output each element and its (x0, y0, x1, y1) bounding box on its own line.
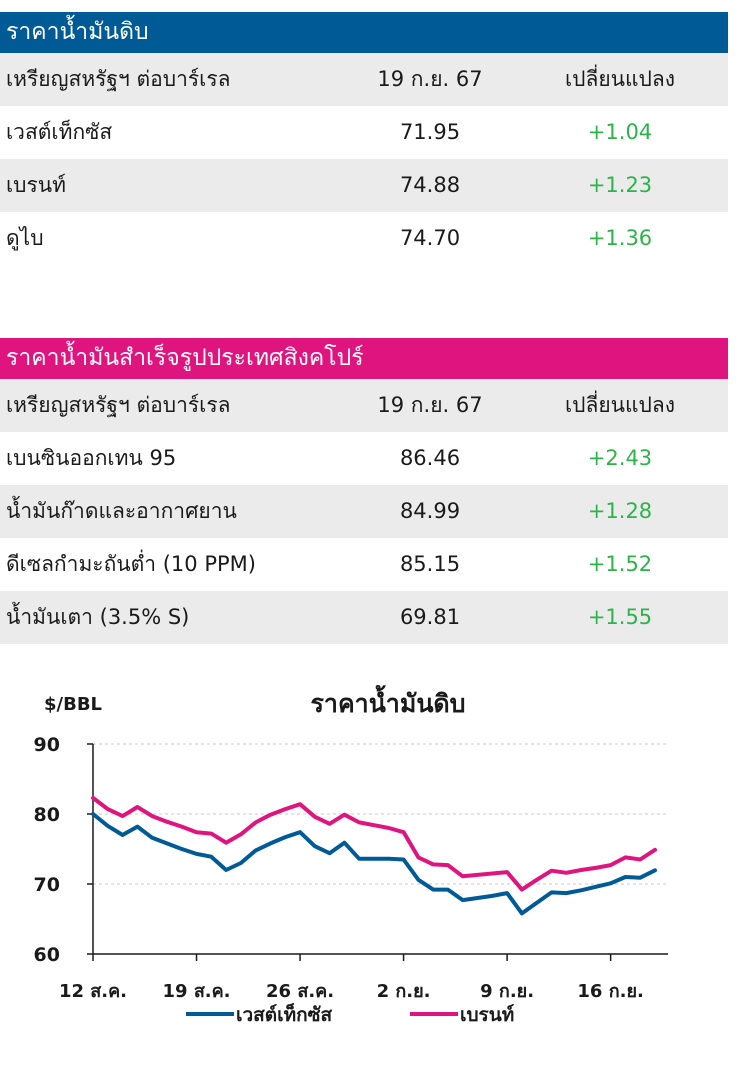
header-unit: เหรียญสหรัฐฯ ต่อบาร์เรล (6, 67, 231, 91)
y-tick-label: 60 (34, 944, 60, 966)
header-change: เปลี่ยนแปลง (564, 67, 676, 91)
y-tick-label: 70 (34, 874, 60, 896)
x-tick-label: 12 ส.ค. (59, 981, 127, 1002)
table-row: น้ำมันก๊าดและอากาศยาน 84.99 +1.28 (0, 485, 728, 538)
legend-label: เบรนท์ (460, 1004, 514, 1026)
header-date: 19 ก.ย. 67 (377, 67, 483, 91)
x-axis-ticks: 12 ส.ค. 19 ส.ค. 26 ส.ค. 2 ก.ย. 9 ก.ย. 16 ก.ย. (59, 954, 644, 1002)
axes (92, 744, 668, 955)
row-price: 86.46 (399, 446, 461, 470)
row-change: +1.04 (587, 120, 653, 144)
legend-label: เวสต์เท็กซัส (236, 1002, 333, 1026)
row-name: ดูไบ (6, 226, 44, 250)
row-change: +1.52 (587, 552, 653, 576)
row-name: เบนซินออกเทน 95 (6, 446, 177, 470)
x-tick-label: 9 ก.ย. (480, 981, 534, 1002)
header-change: เปลี่ยนแปลง (564, 393, 676, 417)
row-name: น้ำมันก๊าดและอากาศยาน (6, 499, 237, 523)
table-row: ดูไบ 74.70 +1.36 (0, 212, 728, 265)
row-change: +1.23 (587, 173, 653, 197)
row-change: +2.43 (587, 446, 653, 470)
row-price: 74.70 (399, 226, 461, 250)
refined-table-header: เหรียญสหรัฐฯ ต่อบาร์เรล 19 ก.ย. 67 เปลี่… (0, 379, 728, 432)
crude-table-header: เหรียญสหรัฐฯ ต่อบาร์เรล 19 ก.ย. 67 เปลี่… (0, 53, 728, 106)
grid-lines (93, 743, 668, 885)
y-axis-ticks: 60 70 80 90 (34, 734, 93, 966)
table-row: เบนซินออกเทน 95 86.46 +2.43 (0, 432, 728, 485)
legend: เวสต์เท็กซัส เบรนท์ (186, 1002, 514, 1026)
row-change: +1.36 (587, 226, 653, 250)
refined-table-title: ราคาน้ำมันสำเร็จรูปประเทศสิงคโปร์ (0, 338, 728, 379)
x-tick-label: 19 ส.ค. (163, 981, 231, 1002)
row-name: น้ำมันเตา (3.5% S) (6, 605, 190, 629)
row-price: 74.88 (399, 173, 461, 197)
singapore-refined-oil-table: ราคาน้ำมันสำเร็จรูปประเทศสิงคโปร์ เหรียญ… (0, 338, 728, 644)
x-tick-label: 26 ส.ค. (266, 981, 334, 1002)
table-row: เบรนท์ 74.88 +1.23 (0, 159, 728, 212)
y-tick-label: 80 (34, 804, 60, 826)
series-lines (91, 795, 657, 916)
y-tick-label: 90 (34, 734, 60, 756)
header-date: 19 ก.ย. 67 (377, 393, 483, 417)
chart-title: ราคาน้ำมันดิบ (310, 684, 465, 718)
row-price: 71.95 (399, 120, 461, 144)
row-price: 84.99 (399, 499, 461, 523)
crude-table-title: ราคาน้ำมันดิบ (0, 12, 728, 53)
row-name: เบรนท์ (6, 173, 66, 197)
crude-oil-price-chart: $/BBL ราคาน้ำมันดิบ 60 70 80 90 12 ส.ค. 19 ส… (34, 684, 668, 1026)
x-tick-label: 16 ก.ย. (577, 981, 643, 1002)
crude-oil-price-table: ราคาน้ำมันดิบ เหรียญสหรัฐฯ ต่อบาร์เรล 19… (0, 12, 728, 265)
row-name: ดีเซลกำมะถันต่ำ (10 PPM) (6, 552, 256, 576)
row-price: 69.81 (399, 605, 461, 629)
table-row: ดีเซลกำมะถันต่ำ (10 PPM) 85.15 +1.52 (0, 538, 728, 591)
row-price: 85.15 (399, 552, 461, 576)
row-change: +1.55 (587, 605, 653, 629)
row-change: +1.28 (587, 499, 653, 523)
row-name: เวสต์เท็กซัส (6, 120, 113, 144)
header-unit: เหรียญสหรัฐฯ ต่อบาร์เรล (6, 393, 231, 417)
x-tick-label: 2 ก.ย. (377, 981, 431, 1002)
y-axis-unit-label: $/BBL (44, 694, 102, 715)
series-line-2 (91, 795, 657, 892)
series-line-1 (91, 812, 657, 916)
table-row: น้ำมันเตา (3.5% S) 69.81 +1.55 (0, 591, 728, 644)
table-row: เวสต์เท็กซัส 71.95 +1.04 (0, 106, 728, 159)
